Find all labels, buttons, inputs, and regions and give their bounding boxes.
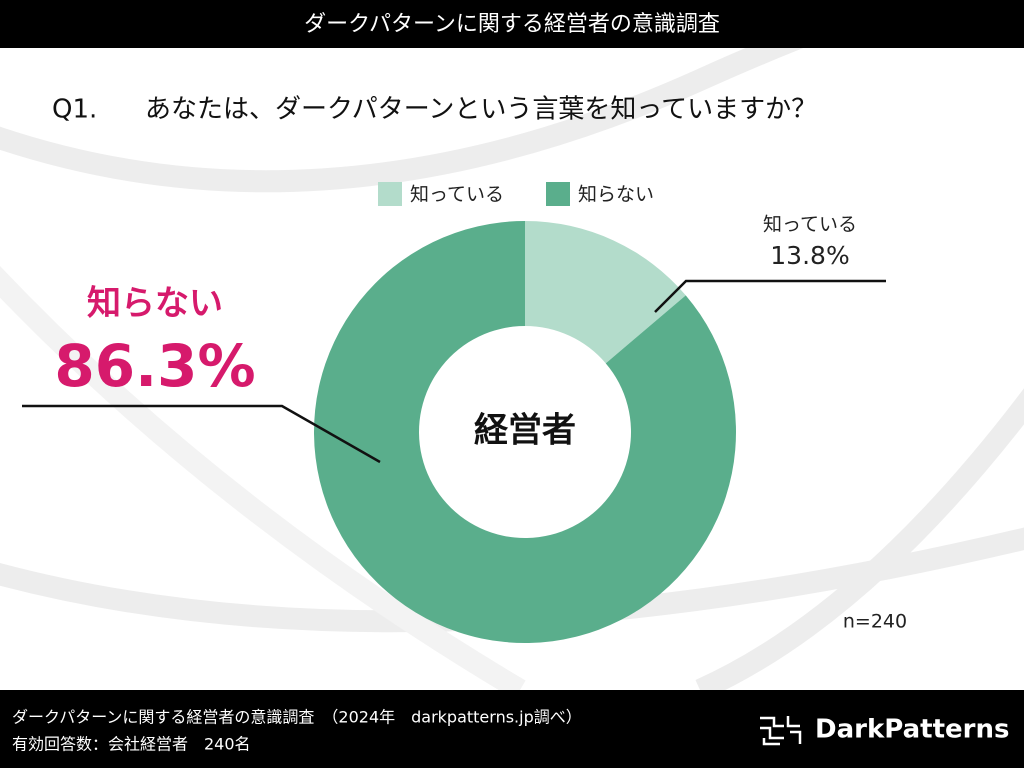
legend-label: 知らない <box>578 184 654 206</box>
donut-segment <box>525 221 686 364</box>
deco-curve <box>0 0 950 193</box>
data-label-category: 知っている <box>763 214 857 236</box>
question: あなたは、ダークパターンという言葉を知っていますか？ <box>145 95 817 125</box>
data-label-category: 知らない <box>87 284 223 324</box>
deco-curve <box>695 388 1024 701</box>
brand-logo <box>760 716 802 746</box>
header-bar <box>0 0 1024 48</box>
footer-source: ダークパターンに関する経営者の意識調査 （2024年 darkpatterns.… <box>12 708 582 727</box>
legend-swatch <box>378 182 402 206</box>
header-title: ダークパターンに関する経営者の意識調査 <box>304 12 720 37</box>
data-label: 13.8% <box>770 241 849 270</box>
leader-line <box>654 279 886 313</box>
center-label: 経営者 <box>474 411 576 451</box>
footer-respondents: 有効回答数：会社経営者 240名 <box>12 735 251 754</box>
leader-line <box>22 404 381 464</box>
logo-icon <box>760 716 802 746</box>
brand-name: DarkPatterns <box>815 715 1009 745</box>
sample-size: n=240 <box>843 611 907 633</box>
legend-swatch <box>546 182 570 206</box>
footer-bar <box>0 690 1024 768</box>
donut <box>313 221 736 643</box>
deco-curve <box>0 265 526 700</box>
data-label: 86.3% <box>54 332 255 400</box>
legend-label: 知っている <box>410 184 504 206</box>
donut-segment <box>313 221 736 643</box>
question-number: Q1. <box>52 95 97 125</box>
